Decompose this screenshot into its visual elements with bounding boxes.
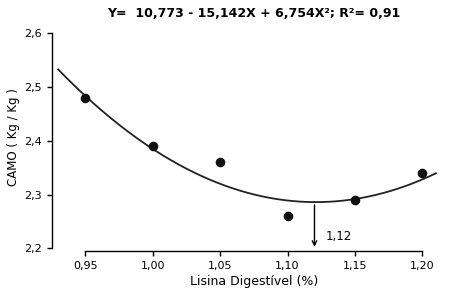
Y-axis label: CAMO ( Kg / Kg ): CAMO ( Kg / Kg ) <box>7 88 20 186</box>
Title: Y=  10,773 - 15,142X + 6,754X²; R²= 0,91: Y= 10,773 - 15,142X + 6,754X²; R²= 0,91 <box>107 7 400 20</box>
Point <box>216 160 224 165</box>
Point <box>351 198 359 202</box>
Point <box>149 144 156 149</box>
X-axis label: Lisina Digestível (%): Lisina Digestível (%) <box>190 275 318 288</box>
Point <box>419 171 426 176</box>
Point <box>284 214 291 219</box>
Point <box>81 96 89 100</box>
Text: 1,12: 1,12 <box>325 230 351 243</box>
